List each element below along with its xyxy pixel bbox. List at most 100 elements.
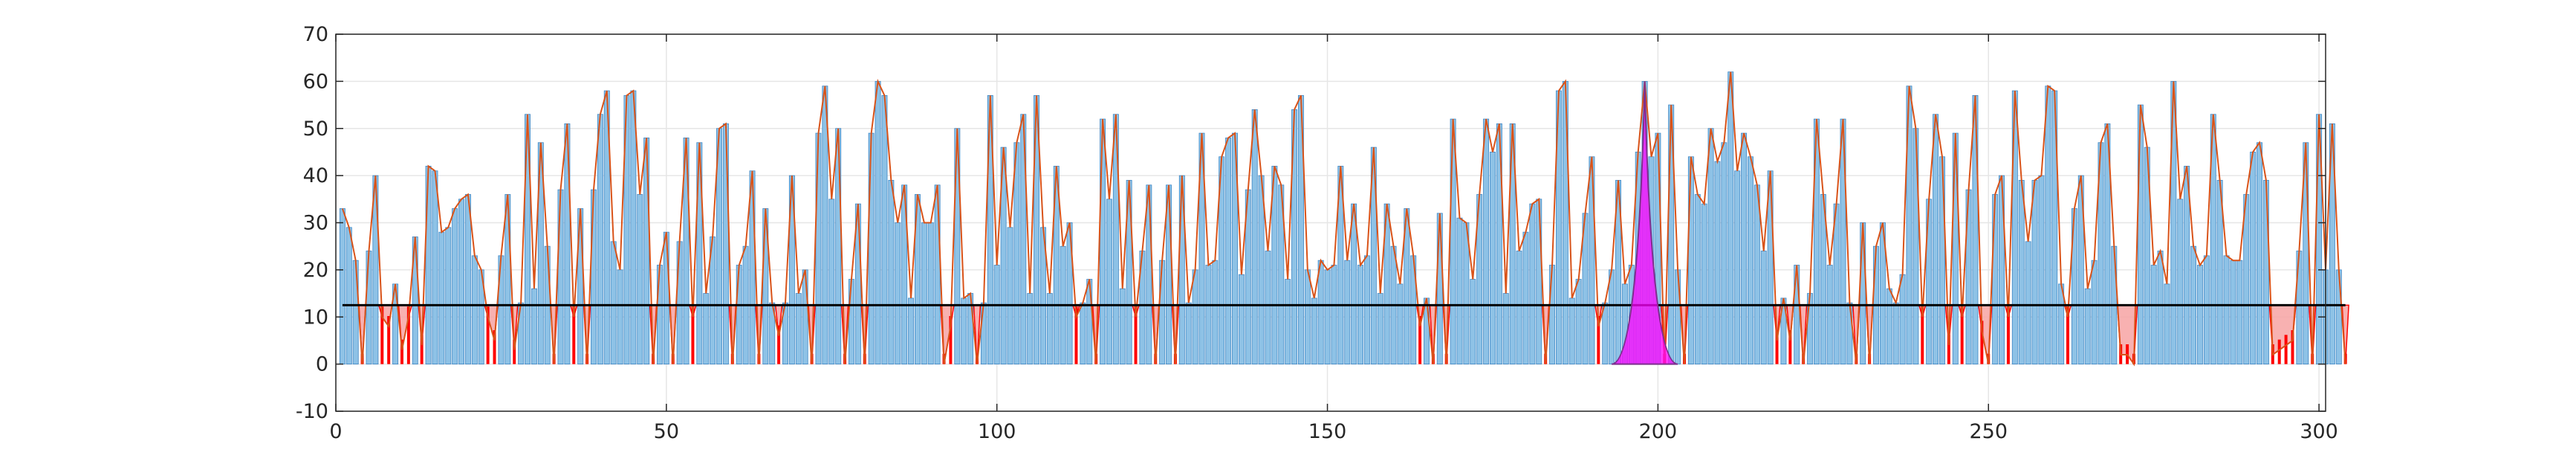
axes <box>335 33 2326 412</box>
bar <box>1357 265 1363 365</box>
bar <box>1549 265 1556 365</box>
bar <box>703 293 710 365</box>
bar <box>2031 180 2038 365</box>
bar <box>505 194 511 365</box>
series-line-path <box>341 71 2346 367</box>
bar <box>1714 161 1721 365</box>
bar <box>1238 274 1245 365</box>
bar <box>736 265 742 365</box>
x-tick-label: 300 <box>2300 420 2338 443</box>
bar <box>2177 199 2184 365</box>
x-tick-label: 0 <box>329 420 342 443</box>
bar <box>967 293 974 365</box>
bar <box>1502 293 1509 365</box>
bar <box>1753 184 1760 365</box>
bar <box>849 279 854 365</box>
y-tick-label: 50 <box>303 117 328 141</box>
bar <box>471 255 478 365</box>
bar <box>868 132 875 365</box>
bar <box>1119 288 1126 365</box>
bar <box>1807 293 1813 365</box>
bar <box>2230 260 2236 365</box>
bar <box>1516 251 1522 365</box>
bar <box>352 260 359 365</box>
bar <box>1251 109 1258 365</box>
y-tick-label: 20 <box>303 259 328 282</box>
bar <box>1100 118 1106 365</box>
bar <box>1344 260 1351 365</box>
bar <box>2164 283 2170 365</box>
bar <box>828 199 835 365</box>
bar <box>1212 260 1219 365</box>
bar <box>1106 199 1112 365</box>
bar <box>1080 302 1086 365</box>
bar <box>1886 288 1892 365</box>
bar <box>1992 194 1999 365</box>
x-tick-label: 150 <box>1308 420 1347 443</box>
bar <box>1317 260 1324 365</box>
bar <box>2157 251 2164 365</box>
bar <box>1721 142 1727 365</box>
bar <box>815 132 822 365</box>
bar <box>1470 279 1476 365</box>
bar <box>1892 302 1899 365</box>
x-tick-label: 250 <box>1969 420 2008 443</box>
bar <box>1826 265 1833 365</box>
bar <box>656 265 663 365</box>
bar <box>1575 279 1582 365</box>
bar <box>1086 279 1093 365</box>
bar <box>432 170 438 365</box>
bar <box>1225 138 1232 365</box>
bar <box>2335 269 2342 365</box>
x-tick-label: 100 <box>978 420 1016 443</box>
bar <box>1285 279 1291 365</box>
bar <box>835 128 842 365</box>
bar <box>676 241 683 365</box>
bar <box>445 227 452 365</box>
y-tick-label: 10 <box>303 306 328 329</box>
bar <box>458 199 465 365</box>
bar <box>2018 180 2025 365</box>
bar <box>1899 274 1906 365</box>
bar <box>1860 222 1866 365</box>
bar <box>1760 251 1767 365</box>
bar <box>722 123 729 365</box>
bar <box>1701 203 1707 365</box>
bar <box>1741 132 1748 365</box>
bar <box>2257 142 2262 365</box>
bar <box>1490 152 1496 365</box>
bar <box>1609 269 1615 365</box>
bar <box>1265 251 1271 365</box>
bar <box>802 269 808 365</box>
bar <box>591 189 597 365</box>
bar <box>617 269 623 365</box>
bar <box>1734 170 1741 365</box>
bar <box>1304 269 1311 365</box>
bar <box>2150 265 2157 365</box>
bar <box>425 166 432 365</box>
peak-shape <box>1611 81 1678 365</box>
bar <box>1436 213 1443 365</box>
bar <box>643 138 650 365</box>
bar <box>908 297 914 365</box>
bar <box>875 80 881 365</box>
bar <box>1529 203 1536 365</box>
bar <box>980 302 987 365</box>
bar <box>961 297 967 365</box>
bar <box>2203 255 2210 365</box>
bar <box>557 189 564 365</box>
bar <box>1748 156 1753 365</box>
bar <box>1007 227 1013 365</box>
bar <box>438 231 445 365</box>
x-tick-label: 200 <box>1639 420 1678 443</box>
bar <box>1331 265 1337 365</box>
bar <box>1159 260 1166 365</box>
bar <box>1483 118 1490 365</box>
bar <box>464 194 471 365</box>
bar <box>895 222 901 365</box>
bar <box>1846 302 1853 365</box>
bar <box>1687 156 1694 365</box>
bar <box>1456 217 1463 365</box>
